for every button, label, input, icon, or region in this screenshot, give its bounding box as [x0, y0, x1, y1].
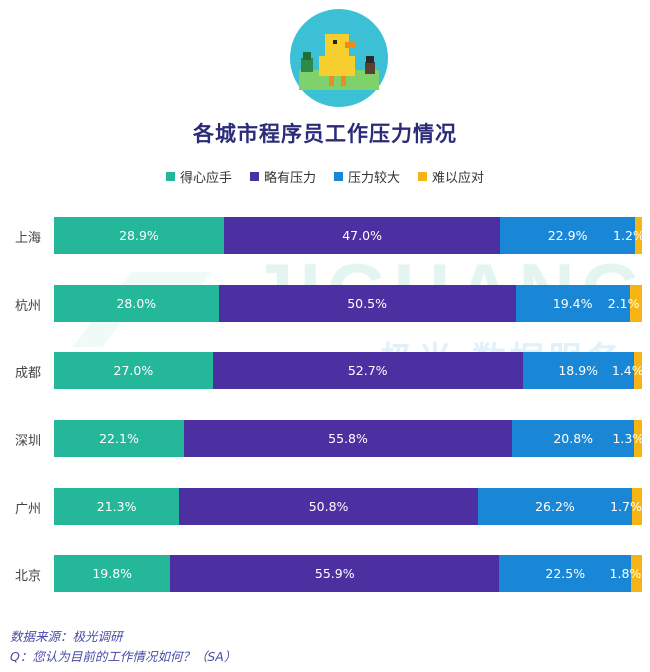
bar-segment	[522, 352, 634, 389]
legend-item: 压力较大	[334, 167, 400, 186]
bar-segment	[54, 217, 224, 254]
legend-label: 略有压力	[263, 171, 316, 186]
data-label: 18.9%	[558, 363, 599, 378]
data-label: 26.2%	[535, 499, 575, 514]
data-label: 19.8%	[92, 566, 133, 581]
data-label: 1.8%	[609, 566, 642, 581]
data-label: 50.8%	[308, 499, 349, 514]
data-label: 55.8%	[328, 431, 368, 446]
legend-item: 难以应对	[418, 167, 484, 186]
bar-segment	[54, 488, 180, 525]
bar-segment	[54, 420, 184, 457]
bar-segment	[218, 285, 516, 322]
question-note: Q：您认为目前的工作情况如何？（SA）	[10, 649, 237, 664]
chart-title: 各城市程序员工作压力情况	[193, 122, 457, 146]
category-label: 北京	[14, 569, 41, 584]
bar-segment	[54, 352, 213, 389]
bar-segment	[179, 488, 478, 525]
bar-segment	[477, 488, 632, 525]
data-label: 20.8%	[553, 431, 594, 446]
bar-segment	[515, 285, 630, 322]
data-label: 50.5%	[347, 296, 387, 311]
data-label: 1.3%	[612, 431, 645, 446]
bar-segment	[54, 285, 219, 322]
data-label: 22.1%	[99, 431, 139, 446]
data-label: 28.9%	[119, 228, 159, 243]
data-label: 1.4%	[611, 363, 644, 378]
data-label: 28.0%	[116, 296, 157, 311]
category-label: 上海	[14, 231, 41, 246]
legend-swatch	[165, 172, 175, 181]
bar-segment	[183, 420, 513, 457]
bar-segment	[212, 352, 523, 389]
legend-label: 得心应手	[179, 171, 232, 186]
bar-segment	[54, 555, 171, 592]
category-label: 成都	[14, 366, 41, 381]
category-label: 深圳	[14, 434, 41, 449]
data-label: 47.0%	[342, 228, 382, 243]
data-label: 1.2%	[613, 228, 645, 243]
chart-legend: 得心应手 略有压力 压力较大 难以应对	[0, 167, 650, 186]
duck-logo-icon	[290, 9, 388, 107]
bar-segment	[634, 217, 642, 254]
legend-swatch	[249, 172, 259, 181]
legend-label: 压力较大	[348, 171, 401, 186]
bar-segment	[629, 285, 642, 322]
data-label: 19.4%	[552, 296, 593, 311]
legend-item: 略有压力	[249, 167, 316, 186]
legend-label: 难以应对	[432, 171, 485, 186]
data-label: 2.1%	[607, 296, 640, 311]
legend-item: 得心应手	[165, 167, 232, 186]
legend-swatch	[334, 172, 343, 181]
category-label: 广州	[14, 502, 41, 517]
data-label: 22.9%	[547, 228, 588, 243]
legend-swatch	[418, 172, 428, 181]
bar-segment	[170, 555, 500, 592]
bar-segment	[223, 217, 501, 254]
bar-segment	[634, 420, 642, 457]
data-label: 27.0%	[113, 363, 154, 378]
data-label: 55.9%	[314, 566, 355, 581]
source-note: 数据来源：极光调研	[10, 629, 123, 644]
bar-segment	[633, 352, 642, 389]
bar-segment	[512, 420, 635, 457]
bar-segment	[632, 488, 642, 525]
data-label: 52.7%	[347, 363, 388, 378]
data-label: 21.3%	[96, 499, 137, 514]
bar-segment	[499, 555, 632, 592]
bar-segment	[631, 555, 642, 592]
bar-segment	[500, 217, 635, 254]
data-label: 1.7%	[610, 499, 642, 514]
category-label: 杭州	[14, 299, 41, 314]
data-label: 22.5%	[545, 566, 586, 581]
